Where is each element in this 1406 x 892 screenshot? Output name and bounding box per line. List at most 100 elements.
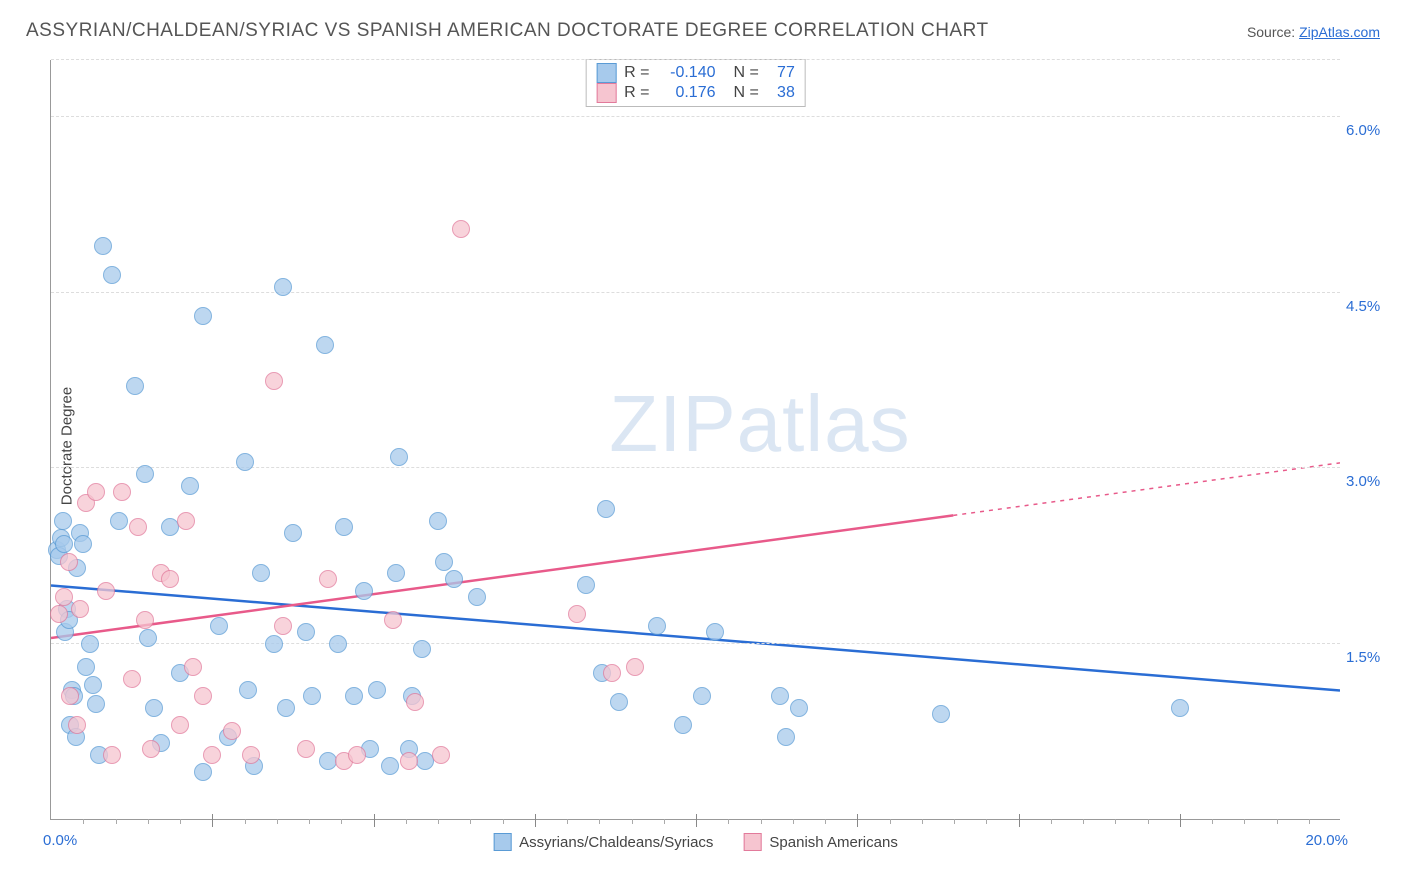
x-tick-minor [438, 819, 439, 824]
x-tick-minor [1148, 819, 1149, 824]
legend-n-label: N = [734, 64, 759, 82]
legend-n-label: N = [734, 84, 759, 102]
data-point-assyrian [54, 512, 72, 530]
data-point-assyrian [139, 629, 157, 647]
data-point-assyrian [84, 676, 102, 694]
data-point-assyrian [74, 535, 92, 553]
data-point-assyrian [648, 617, 666, 635]
data-point-assyrian [610, 693, 628, 711]
data-point-spanish [103, 746, 121, 764]
x-tick-minor [1244, 819, 1245, 824]
chart-container: ASSYRIAN/CHALDEAN/SYRIAC VS SPANISH AMER… [0, 0, 1406, 892]
legend-item: Assyrians/Chaldeans/Syriacs [493, 833, 713, 851]
x-tick-major [696, 814, 697, 827]
data-point-spanish [406, 693, 424, 711]
x-tick-minor [277, 819, 278, 824]
x-tick-minor [116, 819, 117, 824]
y-tick-label: 1.5% [1346, 649, 1396, 666]
x-tick-minor [761, 819, 762, 824]
x-tick-minor [180, 819, 181, 824]
data-point-spanish [171, 716, 189, 734]
x-tick-minor [503, 819, 504, 824]
data-point-assyrian [355, 582, 373, 600]
x-tick-major [374, 814, 375, 827]
data-point-assyrian [94, 237, 112, 255]
data-point-assyrian [236, 453, 254, 471]
legend-row: R = 0.176N =38 [596, 83, 795, 103]
gridline-h [51, 116, 1340, 117]
data-point-assyrian [145, 699, 163, 717]
x-tick-minor [632, 819, 633, 824]
data-point-assyrian [274, 278, 292, 296]
data-point-assyrian [932, 705, 950, 723]
data-point-assyrian [368, 681, 386, 699]
data-point-spanish [161, 570, 179, 588]
data-point-assyrian [265, 635, 283, 653]
data-point-assyrian [435, 553, 453, 571]
x-tick-minor [599, 819, 600, 824]
source-label: Source: [1247, 24, 1295, 40]
data-point-assyrian [103, 266, 121, 284]
legend-swatch [743, 833, 761, 851]
data-point-spanish [61, 687, 79, 705]
data-point-spanish [97, 582, 115, 600]
x-tick-major [535, 814, 536, 827]
x-tick-minor [890, 819, 891, 824]
data-point-spanish [274, 617, 292, 635]
x-tick-minor [922, 819, 923, 824]
source-link[interactable]: ZipAtlas.com [1299, 24, 1380, 40]
data-point-assyrian [468, 588, 486, 606]
data-point-spanish [60, 553, 78, 571]
plot-area: ZIPatlas R =-0.140N =77R = 0.176N =38 0.… [50, 60, 1340, 820]
data-point-spanish [184, 658, 202, 676]
data-point-assyrian [771, 687, 789, 705]
watermark-light: atlas [737, 379, 911, 468]
data-point-assyrian [81, 635, 99, 653]
x-tick-minor [825, 819, 826, 824]
data-point-spanish [123, 670, 141, 688]
legend-swatch [596, 83, 616, 103]
watermark-bold: ZIP [609, 379, 736, 468]
data-point-assyrian [387, 564, 405, 582]
data-point-spanish [113, 483, 131, 501]
legend-n-value: 77 [767, 64, 795, 82]
x-tick-minor [1051, 819, 1052, 824]
x-tick-minor [986, 819, 987, 824]
legend-r-value: -0.140 [658, 64, 716, 82]
data-point-assyrian [790, 699, 808, 717]
x-tick-minor [728, 819, 729, 824]
legend-item: Spanish Americans [743, 833, 897, 851]
y-tick-label: 4.5% [1346, 298, 1396, 315]
data-point-assyrian [335, 518, 353, 536]
data-point-assyrian [706, 623, 724, 641]
x-tick-minor [148, 819, 149, 824]
x-tick-minor [954, 819, 955, 824]
x-tick-minor [1212, 819, 1213, 824]
gridline-h [51, 59, 1340, 60]
x-tick-minor [1309, 819, 1310, 824]
chart-title: ASSYRIAN/CHALDEAN/SYRIAC VS SPANISH AMER… [26, 20, 989, 42]
legend-r-value: 0.176 [658, 84, 716, 102]
data-point-assyrian [693, 687, 711, 705]
series-legend: Assyrians/Chaldeans/Syriacs Spanish Ameri… [493, 833, 898, 851]
data-point-assyrian [777, 728, 795, 746]
data-point-assyrian [210, 617, 228, 635]
x-tick-minor [406, 819, 407, 824]
x-tick-minor [664, 819, 665, 824]
data-point-spanish [603, 664, 621, 682]
data-point-assyrian [316, 336, 334, 354]
data-point-assyrian [445, 570, 463, 588]
data-point-spanish [194, 687, 212, 705]
data-point-spanish [348, 746, 366, 764]
trendline-assyrian [51, 585, 1340, 690]
legend-label: Spanish Americans [769, 834, 897, 851]
data-point-assyrian [87, 695, 105, 713]
trendline-spanish [51, 515, 953, 638]
data-point-assyrian [597, 500, 615, 518]
x-tick-minor [309, 819, 310, 824]
gridline-h [51, 292, 1340, 293]
data-point-assyrian [110, 512, 128, 530]
x-axis-min-label: 0.0% [43, 832, 77, 849]
data-point-assyrian [674, 716, 692, 734]
data-point-assyrian [277, 699, 295, 717]
